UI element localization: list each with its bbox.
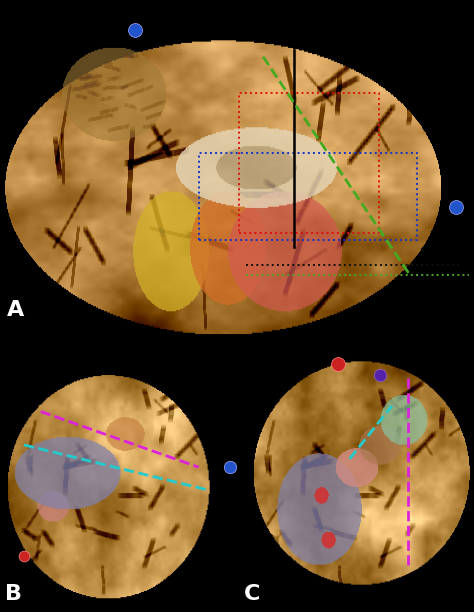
Point <box>131 25 139 35</box>
Point <box>334 359 342 369</box>
Point <box>452 202 460 212</box>
Text: B: B <box>5 584 22 603</box>
Point <box>226 462 234 472</box>
Text: C: C <box>244 584 260 603</box>
Point <box>376 370 384 380</box>
Text: A: A <box>7 300 24 320</box>
Point <box>20 551 27 561</box>
